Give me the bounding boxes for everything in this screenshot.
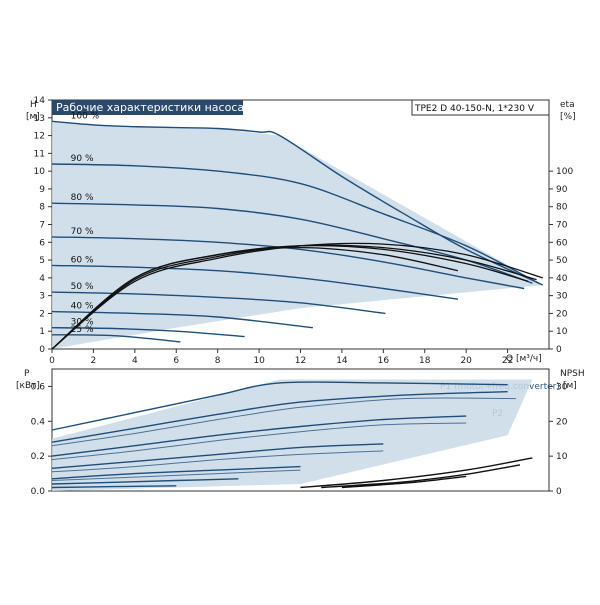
head-curve-label: 60 % [71,255,94,265]
head-curve-label: 90 % [71,154,94,164]
eta-tick-label: 90 [556,185,568,195]
npsh-tick-label: 0 [556,487,562,497]
npsh-curve [300,457,533,489]
npsh-curve [321,464,521,489]
y-tick-label: 14 [34,96,46,106]
p1-curve [51,485,177,489]
x-tick-label: 12 [295,356,306,366]
x-tick-label: 20 [460,356,472,366]
head-curve [51,264,459,300]
p2-curve [51,397,516,447]
x-tick-label: 6 [173,356,179,366]
y-tick-label: 10 [34,167,46,177]
power-axis-unit: [кВт] [16,381,40,391]
head-curve [51,291,386,315]
x-tick-label: 0 [49,356,55,366]
x-tick-label: 14 [336,356,348,366]
eta-axis-unit: [%] [560,112,576,122]
y-tick-label: 3 [39,292,45,302]
head-plot-layer: 0 2 4 6 8 10 12 14 16 18 20 22012345678910111213140… [34,96,574,366]
y-tick-label: 2 [39,309,45,319]
eta-tick-label: 30 [556,292,568,302]
y-tick-label: 7 [39,221,45,231]
head-curve-label: 80 % [71,193,94,203]
eta-tick-label: 40 [556,274,568,284]
y-tick-label: 12 [34,132,45,142]
head-curve-label: 70 % [71,227,94,237]
x-tick-label: 8 [215,356,221,366]
eta-axis-label: eta [560,100,575,110]
p1-curve [51,443,384,469]
power-tick-label: 0.4 [31,417,46,427]
eta-tick-label: 50 [556,256,568,266]
npsh-tick-label: 10 [556,452,568,462]
power-axis-label: P [24,369,30,379]
p2-curve [51,422,467,461]
x-tick-label: 2 [91,356,97,366]
p1-curve [51,478,239,485]
power-tick-label: 0.2 [31,452,45,462]
chart-title-bg [52,100,243,115]
y-tick-label: 13 [34,114,45,124]
y-tick-label: 1 [39,327,45,337]
head-curve [51,236,525,290]
head-curve-label: 50 % [71,282,94,292]
x-tick-label: 10 [253,356,265,366]
head-curve-label: 100 % [71,111,100,121]
p1-curve [51,415,467,457]
efficiency-curve [51,246,459,350]
y-tick-label: 9 [39,185,45,195]
flow-axis-label: Q [м³/ч] [506,354,542,364]
x-tick-label: 16 [378,356,390,366]
head-curve-label: 40 % [71,302,94,312]
head-curve [51,120,544,286]
p2-curve [51,469,301,481]
eta-tick-label: 20 [556,309,568,319]
operating-envelope [52,121,543,349]
power-plot-layer: 0.0 0.2 0.4 0.6 0 10 20 30 [31,379,568,497]
head-curve [51,163,539,284]
npsh-tick-label: 30 [556,382,568,392]
p1-curve [51,465,301,480]
model-label-box [411,99,550,116]
eta-tick-label: 10 [556,327,568,337]
y-tick-label: 11 [34,149,45,159]
y-tick-label: 6 [39,238,45,248]
npsh-axis-label: NPSH [560,369,585,379]
eta-tick-label: 80 [556,203,568,213]
head-curve [51,310,313,329]
power-tick-label: 0.6 [31,382,46,392]
head-curve [51,327,245,338]
x-tick-label: 18 [419,356,431,366]
model-label: TPE2 D 40-150-N, 1*230 V [414,104,535,114]
p2-curve [51,450,384,473]
npsh-axis-unit: [м] [563,381,577,391]
y-tick-label: 4 [39,274,45,284]
head-axis-label: H [30,100,37,110]
power-tick-label: 0.0 [31,487,46,497]
eta-tick-label: 0 [556,345,562,355]
eta-tick-label: 60 [556,238,568,248]
head-curve-label: 25 % [71,325,94,335]
head-axis-unit: [м] [26,112,40,122]
eta-tick-label: 70 [556,221,568,231]
p1-curve [51,391,508,443]
npsh-tick-label: 20 [556,417,568,427]
chart-title: Рабочие характеристики насоса [56,101,244,114]
x-tick-label: 22 [502,356,513,366]
y-tick-label: 5 [39,256,45,266]
p1-curve [51,381,508,431]
x-tick-label: 4 [132,356,138,366]
y-tick-label: 0 [39,345,45,355]
y-tick-label: 8 [39,203,45,213]
eta-tick-label: 100 [556,167,573,177]
npsh-curve [341,475,467,489]
